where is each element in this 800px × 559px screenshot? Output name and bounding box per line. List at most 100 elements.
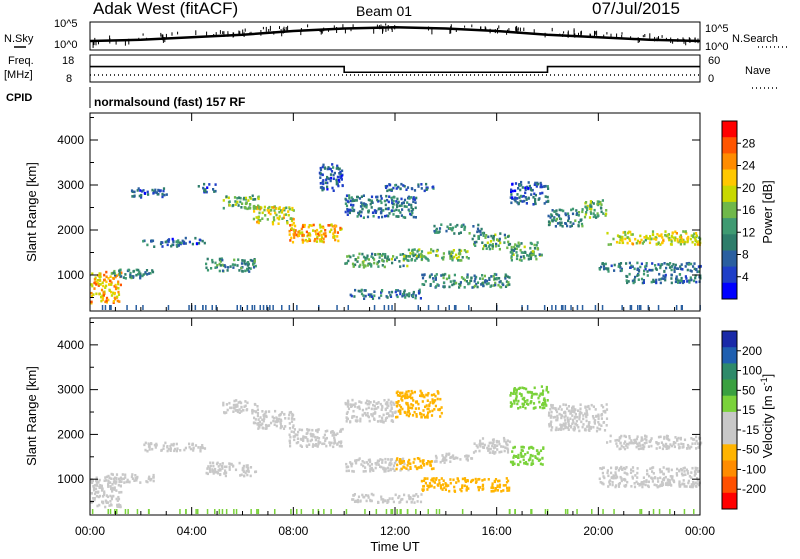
range-cell <box>415 196 418 200</box>
range-cell <box>690 262 693 266</box>
range-cell <box>430 414 434 417</box>
range-cell <box>335 180 338 184</box>
range-cell <box>397 496 400 500</box>
nsearch-point <box>273 31 275 35</box>
range-cell <box>459 458 462 461</box>
range-cell <box>319 182 322 185</box>
range-cell <box>430 393 433 397</box>
range-cell <box>411 211 414 215</box>
range-cell <box>345 420 348 423</box>
range-cell <box>335 178 338 182</box>
range-cell <box>119 283 122 287</box>
range-cell <box>511 189 514 193</box>
range-cell <box>403 289 406 292</box>
range-cell <box>434 454 438 458</box>
range-cell <box>662 478 666 482</box>
range-cell <box>180 241 183 245</box>
range-cell <box>218 257 221 261</box>
range-cell <box>408 293 411 296</box>
range-cell <box>377 252 380 256</box>
range-cell <box>244 471 247 475</box>
range-cell <box>458 232 461 235</box>
range-cell <box>489 285 492 288</box>
range-cell <box>408 412 411 416</box>
range-cell <box>523 403 526 406</box>
nsearch-point <box>385 23 387 26</box>
range-cell <box>492 446 495 450</box>
range-cell <box>211 260 214 264</box>
range-cell <box>588 216 592 219</box>
range-cell <box>382 421 385 424</box>
range-cell <box>422 489 425 492</box>
range-cell <box>454 225 457 228</box>
range-cell <box>562 209 565 213</box>
range-cell <box>442 456 445 459</box>
range-cell <box>176 245 179 248</box>
range-cell <box>425 393 428 397</box>
range-cell <box>528 184 531 188</box>
range-cell <box>442 255 445 259</box>
range-cell <box>367 209 370 212</box>
range-cell <box>297 441 300 444</box>
range-cell <box>465 485 469 489</box>
range-cell <box>249 474 252 478</box>
range-cell <box>234 405 237 409</box>
range-cell <box>372 469 375 472</box>
range-cell <box>105 275 108 279</box>
range-cell <box>308 443 311 446</box>
range-cell <box>376 420 380 423</box>
range-cell <box>373 400 376 403</box>
range-cell <box>111 490 114 493</box>
range-cell <box>516 244 519 248</box>
range-cell <box>646 274 649 277</box>
range-cell <box>244 269 247 273</box>
nsearch-point <box>177 31 179 35</box>
range-cell <box>414 253 417 257</box>
range-cell <box>417 407 420 410</box>
range-cell <box>522 251 525 254</box>
range-cell <box>535 244 538 247</box>
range-cell <box>610 466 613 470</box>
range-cell <box>607 270 610 273</box>
range-cell <box>404 392 407 396</box>
near-range-cell <box>195 509 197 514</box>
colorbar-swatch <box>722 185 737 203</box>
range-cell <box>263 208 266 212</box>
range-cell <box>665 266 668 270</box>
range-cell <box>428 275 431 279</box>
range-cell <box>616 438 619 442</box>
colorbar-frame <box>721 330 738 510</box>
range-cell <box>679 237 682 240</box>
nsearch-point <box>573 30 575 36</box>
range-cell <box>415 413 418 416</box>
range-cell <box>489 447 492 451</box>
range-cell <box>115 286 118 289</box>
range-cell <box>595 216 598 219</box>
range-cell <box>388 291 391 294</box>
range-cell <box>399 469 402 472</box>
range-cell <box>183 240 186 244</box>
range-cell <box>229 265 232 268</box>
colorbar-tick-label: 4 <box>742 270 749 284</box>
range-cell <box>424 416 427 419</box>
range-cell <box>686 443 690 447</box>
range-cell <box>116 499 119 502</box>
near-range-cell <box>630 305 633 310</box>
range-cell <box>380 495 383 499</box>
range-cell <box>101 298 104 302</box>
range-cell <box>389 468 392 472</box>
range-cell <box>356 406 359 409</box>
near-range-cell <box>116 509 118 514</box>
range-cell <box>368 198 371 202</box>
range-cell <box>432 467 435 470</box>
range-cell <box>371 297 375 300</box>
range-cell <box>355 420 358 423</box>
range-cell <box>670 234 673 238</box>
range-cell <box>632 281 635 285</box>
range-cell <box>613 269 616 272</box>
range-cell <box>317 437 321 440</box>
range-cell <box>522 255 525 258</box>
range-cell <box>358 457 361 460</box>
nsearch-point <box>670 37 672 43</box>
